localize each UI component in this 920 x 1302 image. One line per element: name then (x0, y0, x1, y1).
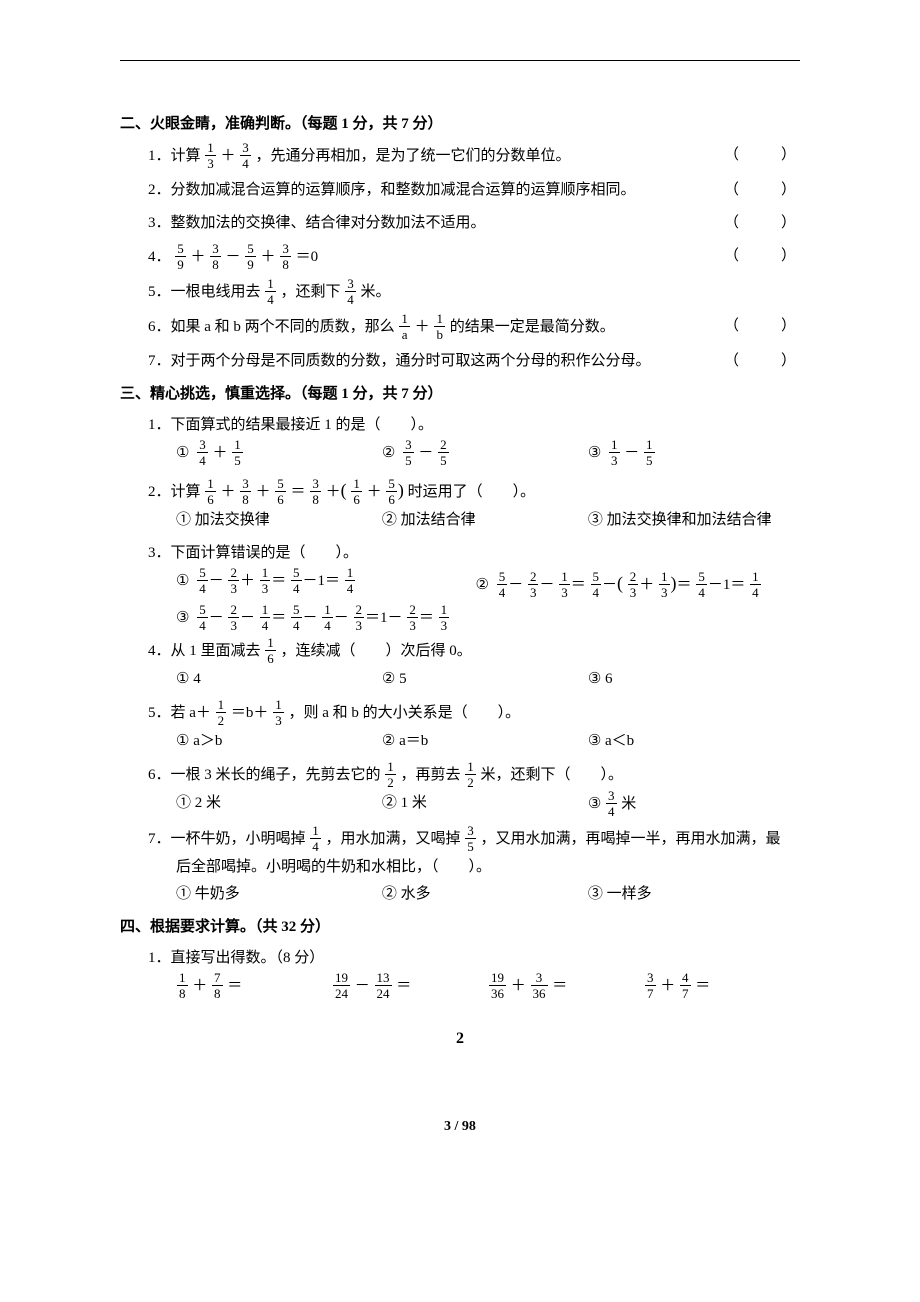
frac: 14 (310, 824, 321, 853)
s3-q2-options: ① 加法交换律 ② 加法结合律 ③ 加法交换律和加法结合律 (176, 507, 800, 534)
frac: 15 (232, 438, 243, 467)
frac: 13 (609, 438, 620, 467)
s3-q5: 5．若 a＋ 12 ＝b＋ 13 ，则 a 和 b 的大小关系是（ ）。 (148, 699, 800, 728)
section2-heading: 二、火眼金睛，准确判断。（每题 1 分，共 7 分） (120, 111, 800, 138)
frac: 34 (345, 277, 356, 306)
top-rule (120, 60, 800, 61)
s3-q5-options: ① a＞b ② a＝b ③ a＜b (176, 728, 800, 755)
frac: 16 (205, 477, 216, 506)
frac: 78 (212, 971, 223, 1000)
frac: 38 (210, 242, 221, 271)
s3-q4: 4．从 1 里面减去 16 ，连续减（ ）次后得 0。 (148, 637, 800, 666)
frac: 38 (280, 242, 291, 271)
frac: 1324 (375, 971, 392, 1000)
paren-slot[interactable]: （ ） (724, 243, 800, 270)
s2-q6: 6．如果 a 和 b 两个不同的质数，那么 1a ＋ 1b 的结果一定是最简分数… (148, 313, 800, 342)
frac: 38 (240, 477, 251, 506)
frac: 56 (386, 477, 397, 506)
frac: 1936 (489, 971, 506, 1000)
s3-q3-row2: ③ 54－ 23－ 14＝ 54－ 14－ 23＝1－ 23＝ 13 (176, 604, 800, 633)
frac: 25 (438, 438, 449, 467)
frac: 37 (645, 971, 656, 1000)
paren-slot[interactable]: （ ） (724, 313, 800, 340)
s3-q2: 2．计算 16 ＋ 38 ＋ 56 ＝ 38 ＋( 16 ＋ 56) 时运用了（… (148, 474, 800, 507)
s3-q6: 6．一根 3 米长的绳子，先剪去它的 12 ，再剪去 12 米，还剩下（ ）。 (148, 761, 800, 790)
s3-q7-line2: 后全部喝掉。小明喝的牛奶和水相比，（ ）。 (176, 854, 800, 881)
frac: 1a (399, 312, 410, 341)
s2-q7: 7．对于两个分母是不同质数的分数，通分时可取这两个分母的积作公分母。 （ ） (148, 348, 800, 375)
s3-q4-options: ① 4 ② 5 ③ 6 (176, 666, 800, 693)
frac: 16 (351, 477, 362, 506)
frac: 59 (175, 242, 186, 271)
paren-slot[interactable]: （ ） (724, 177, 800, 204)
frac: 15 (644, 438, 655, 467)
s2-q3: 3．整数加法的交换律、结合律对分数加法不适用。 （ ） (148, 210, 800, 237)
frac: 35 (465, 824, 476, 853)
frac: 336 (531, 971, 548, 1000)
frac: 56 (275, 477, 286, 506)
frac: 35 (403, 438, 414, 467)
paren-slot[interactable]: （ ） (724, 210, 800, 237)
frac: 16 (265, 636, 276, 665)
s3-q3-row1: ① 54－ 23＋ 13＝ 54－1＝ 14 ② 54－ 23－ 13＝ 54－… (176, 567, 800, 600)
frac: 12 (465, 760, 476, 789)
s3-q1-options: ① 34 ＋ 15 ② 35 － 25 ③ 13 － 15 (176, 439, 800, 468)
s3-q1: 1．下面算式的结果最接近 1 的是（ ）。 (148, 412, 800, 439)
section3-heading: 三、精心挑选，慎重选择。（每题 1 分，共 7 分） (120, 381, 800, 408)
frac: 38 (310, 477, 321, 506)
frac: 59 (245, 242, 256, 271)
paren-slot[interactable]: （ ） (724, 348, 800, 375)
paren-slot[interactable]: （ ） (724, 142, 800, 169)
s2-q1-text: 1．计算 (148, 148, 201, 164)
frac: 13 (273, 698, 284, 727)
frac: 12 (385, 760, 396, 789)
frac: 34 (240, 141, 251, 170)
frac: 34 (197, 438, 208, 467)
page-number: 2 (120, 1025, 800, 1054)
frac: 34 (606, 789, 617, 818)
frac: 47 (680, 971, 691, 1000)
s2-q1-tail: ，先通分再相加，是为了统一它们的分数单位。 (256, 148, 571, 164)
s2-q5: 5．一根电线用去 14 ，还剩下 34 米。 (148, 278, 800, 307)
s3-q7-line1: 7．一杯牛奶，小明喝掉 14 ，用水加满，又喝掉 35 ，又用水加满，再喝掉一半… (148, 825, 800, 854)
s2-q2: 2．分数加减混合运算的运算顺序，和整数加减混合运算的运算顺序相同。 （ ） (148, 177, 800, 204)
s2-q4: 4． 59 ＋ 38 － 59 ＋ 38 ＝0 （ ） (148, 243, 800, 272)
frac: 14 (265, 277, 276, 306)
s3-q3: 3．下面计算错误的是（ ）。 (148, 540, 800, 567)
s4-sub1: 1．直接写出得数。（8 分） (148, 945, 800, 972)
frac: 12 (216, 698, 227, 727)
section4-heading: 四、根据要求计算。（共 32 分） (120, 914, 800, 941)
s3-q7-options: ① 牛奶多 ② 水多 ③ 一样多 (176, 881, 800, 908)
frac: 18 (177, 971, 188, 1000)
s4-calc-row: 18 ＋ 78 ＝ 1924 － 1324 ＝ 1936 ＋ 336 ＝ 37 … (176, 972, 800, 1001)
frac: 13 (205, 141, 216, 170)
footer-number: 3 / 98 (120, 1114, 800, 1139)
s3-q6-options: ① 2 米 ② 1 米 ③ 34 米 (176, 790, 800, 819)
frac: 1b (434, 312, 445, 341)
s2-q1: 1．计算 13 ＋ 34 ，先通分再相加，是为了统一它们的分数单位。 （ ） (148, 142, 800, 171)
frac: 1924 (333, 971, 350, 1000)
